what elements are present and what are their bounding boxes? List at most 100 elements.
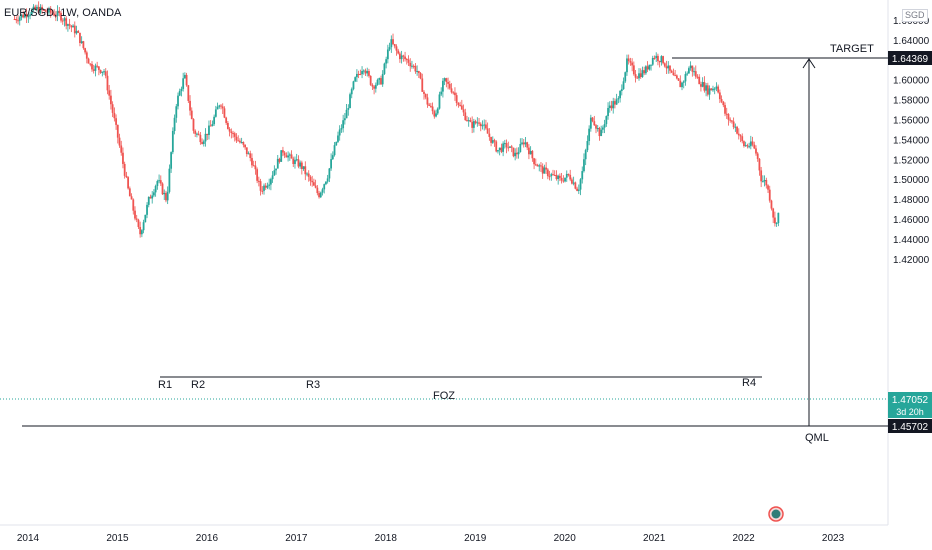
level-label-r1: R1 bbox=[158, 379, 172, 391]
candle-body bbox=[567, 173, 570, 175]
candle-body bbox=[17, 20, 19, 22]
event-marker[interactable] bbox=[768, 506, 784, 522]
candle-body bbox=[751, 141, 754, 145]
candle-body bbox=[183, 74, 186, 79]
candle-body bbox=[247, 153, 250, 155]
candle-body bbox=[196, 133, 198, 135]
candle-body bbox=[151, 195, 154, 199]
candle-body bbox=[132, 199, 135, 211]
candle-body bbox=[24, 13, 26, 18]
candle-body bbox=[521, 142, 523, 144]
candle-body bbox=[452, 92, 455, 94]
candle-body bbox=[364, 70, 367, 74]
candle-body bbox=[591, 117, 594, 122]
time-tick-label: 2021 bbox=[643, 533, 666, 544]
candle-body bbox=[731, 120, 733, 122]
candle-body bbox=[600, 129, 603, 137]
candle-body bbox=[53, 13, 56, 16]
candle-body bbox=[175, 106, 178, 118]
candle-body bbox=[190, 110, 193, 120]
candle-body bbox=[18, 17, 21, 21]
candle-body bbox=[46, 11, 49, 13]
candle-body bbox=[378, 78, 381, 80]
candle-body bbox=[225, 117, 228, 123]
time-axis[interactable]: 2014 2015 2016 2017 2018 2019 2020 2021 2022 2023 bbox=[17, 533, 845, 544]
candle-body bbox=[593, 121, 596, 126]
price-tick-label: 1.48000 bbox=[893, 195, 930, 206]
candle-body bbox=[77, 30, 80, 33]
candle-body bbox=[27, 15, 30, 18]
candle-body bbox=[199, 134, 202, 143]
candle-body bbox=[220, 105, 222, 107]
candle-body bbox=[325, 181, 327, 185]
candle-body bbox=[361, 70, 363, 75]
candle-body bbox=[323, 184, 326, 190]
price-tick-label: 1.60000 bbox=[893, 76, 930, 87]
candle-body bbox=[517, 152, 520, 155]
candle-body bbox=[292, 158, 295, 165]
candle-body bbox=[653, 57, 656, 59]
candle-body bbox=[264, 185, 267, 188]
candle-body bbox=[211, 124, 214, 127]
candle-body bbox=[42, 9, 45, 11]
candle-body bbox=[737, 133, 740, 136]
candle-body bbox=[29, 14, 31, 16]
candle-body bbox=[622, 81, 625, 90]
level-label-target: TARGET bbox=[830, 43, 874, 55]
candle-body bbox=[254, 165, 257, 170]
candle-body bbox=[108, 90, 111, 96]
candle-body bbox=[632, 65, 635, 75]
candle-body bbox=[230, 131, 233, 134]
level-label-foz: FOZ bbox=[433, 390, 455, 402]
candle-body bbox=[125, 175, 128, 178]
candle-body bbox=[624, 72, 627, 82]
candle-body bbox=[694, 71, 697, 77]
candle-body bbox=[687, 68, 690, 74]
candle-body bbox=[552, 174, 554, 176]
time-tick-label: 2015 bbox=[106, 533, 129, 544]
candle-body bbox=[70, 25, 73, 28]
candle-body bbox=[392, 39, 394, 45]
candle-body bbox=[154, 186, 157, 193]
candle-body bbox=[326, 178, 329, 182]
price-axis[interactable]: 1.660001.640001.620001.600001.580001.560… bbox=[893, 16, 930, 266]
candle-body bbox=[700, 84, 702, 87]
candle-body bbox=[400, 55, 403, 60]
candle-body bbox=[120, 145, 123, 153]
candle-body bbox=[280, 150, 283, 162]
candle-body bbox=[115, 118, 117, 125]
candle-body bbox=[101, 71, 104, 73]
candle-body bbox=[204, 133, 207, 142]
candle-body bbox=[104, 71, 107, 76]
candle-body bbox=[113, 112, 116, 119]
candle-body bbox=[354, 77, 357, 82]
candle-body bbox=[486, 128, 489, 134]
candle-body bbox=[137, 219, 140, 227]
candle-body bbox=[512, 147, 515, 157]
candle-body bbox=[369, 75, 372, 85]
candle-body bbox=[390, 39, 393, 48]
candle-body bbox=[431, 106, 434, 112]
level-label-qml: QML bbox=[805, 432, 829, 444]
candle-body bbox=[395, 46, 398, 51]
candle-body bbox=[239, 140, 241, 143]
candle-body bbox=[417, 70, 420, 74]
candle-body bbox=[636, 77, 639, 79]
candle-body bbox=[660, 56, 663, 63]
candle-body bbox=[357, 73, 360, 75]
candle-body bbox=[670, 70, 673, 73]
candle-body bbox=[729, 119, 732, 121]
candle-body bbox=[409, 62, 412, 67]
candle-body bbox=[32, 6, 35, 10]
candle-body bbox=[362, 70, 365, 72]
candle-body bbox=[457, 102, 460, 105]
candle-body bbox=[514, 152, 517, 157]
candle-body bbox=[201, 142, 203, 144]
candle-body bbox=[509, 146, 511, 148]
candle-body bbox=[528, 147, 530, 155]
candle-body bbox=[761, 181, 764, 183]
candle-body bbox=[304, 166, 307, 175]
candle-body bbox=[515, 152, 518, 155]
candle-body bbox=[197, 133, 200, 135]
